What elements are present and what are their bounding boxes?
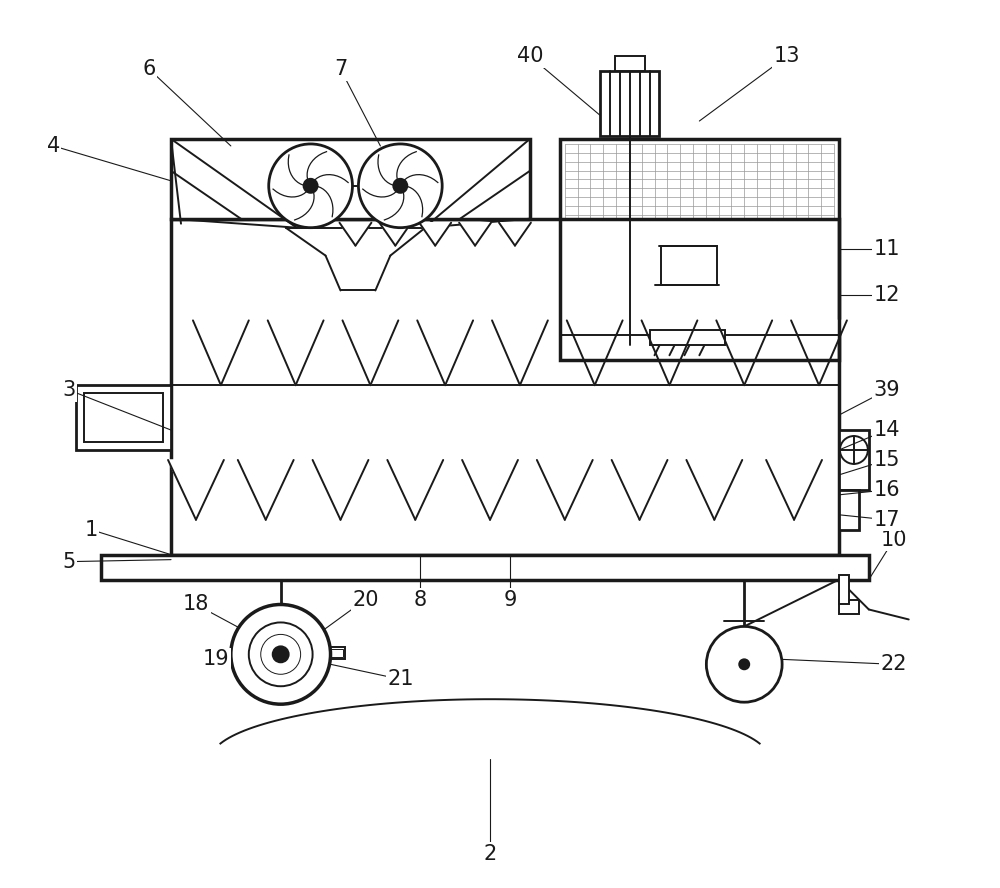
Circle shape	[393, 178, 407, 193]
Text: 21: 21	[387, 670, 414, 689]
Text: 10: 10	[881, 530, 907, 550]
Polygon shape	[417, 321, 473, 385]
Polygon shape	[419, 223, 451, 246]
Text: 15: 15	[874, 450, 900, 470]
Polygon shape	[379, 223, 411, 246]
Text: 12: 12	[874, 285, 900, 305]
Bar	[600, 71, 659, 136]
Polygon shape	[268, 321, 324, 385]
Text: 13: 13	[774, 46, 800, 67]
Polygon shape	[340, 223, 371, 246]
Bar	[101, 555, 869, 580]
Text: 19: 19	[203, 649, 229, 670]
Bar	[328, 649, 343, 657]
Circle shape	[269, 144, 352, 227]
Bar	[171, 218, 839, 555]
Text: 2: 2	[483, 844, 497, 864]
Bar	[615, 56, 645, 71]
Circle shape	[739, 659, 749, 670]
Polygon shape	[791, 321, 847, 385]
Text: 14: 14	[874, 420, 900, 440]
Text: 22: 22	[881, 654, 907, 674]
Bar	[661, 246, 717, 286]
Bar	[650, 330, 725, 345]
Text: 1: 1	[85, 519, 98, 540]
Text: 5: 5	[63, 551, 76, 572]
Polygon shape	[499, 223, 531, 246]
Bar	[839, 599, 859, 614]
Circle shape	[358, 144, 442, 227]
Text: 11: 11	[874, 239, 900, 258]
Polygon shape	[642, 321, 697, 385]
Text: 8: 8	[414, 590, 427, 609]
Polygon shape	[537, 460, 593, 519]
Circle shape	[273, 646, 289, 662]
Polygon shape	[612, 460, 667, 519]
Circle shape	[304, 178, 318, 193]
Polygon shape	[492, 321, 548, 385]
Bar	[839, 490, 859, 530]
Circle shape	[706, 626, 782, 702]
Text: 16: 16	[873, 480, 900, 500]
Polygon shape	[567, 321, 623, 385]
Polygon shape	[387, 460, 443, 519]
Polygon shape	[313, 460, 368, 519]
Polygon shape	[168, 460, 224, 519]
Polygon shape	[766, 460, 822, 519]
Bar	[76, 385, 171, 450]
Text: 4: 4	[47, 136, 60, 156]
Text: 18: 18	[183, 594, 209, 614]
Polygon shape	[459, 223, 491, 246]
Polygon shape	[716, 321, 772, 385]
Bar	[171, 139, 530, 218]
Text: 3: 3	[63, 380, 76, 400]
Polygon shape	[193, 321, 249, 385]
Bar	[326, 647, 345, 659]
Polygon shape	[238, 460, 294, 519]
Circle shape	[249, 622, 313, 686]
Text: 40: 40	[517, 46, 543, 67]
Circle shape	[231, 605, 331, 704]
Text: 20: 20	[352, 590, 379, 609]
Text: 6: 6	[142, 59, 156, 79]
Bar	[84, 393, 163, 442]
Text: 7: 7	[334, 59, 347, 79]
Bar	[839, 575, 849, 605]
Polygon shape	[342, 321, 398, 385]
Text: 39: 39	[873, 380, 900, 400]
Text: 17: 17	[874, 510, 900, 530]
Polygon shape	[462, 460, 518, 519]
Polygon shape	[686, 460, 742, 519]
Text: 9: 9	[503, 590, 517, 609]
Bar	[839, 430, 869, 490]
Bar	[560, 139, 839, 361]
